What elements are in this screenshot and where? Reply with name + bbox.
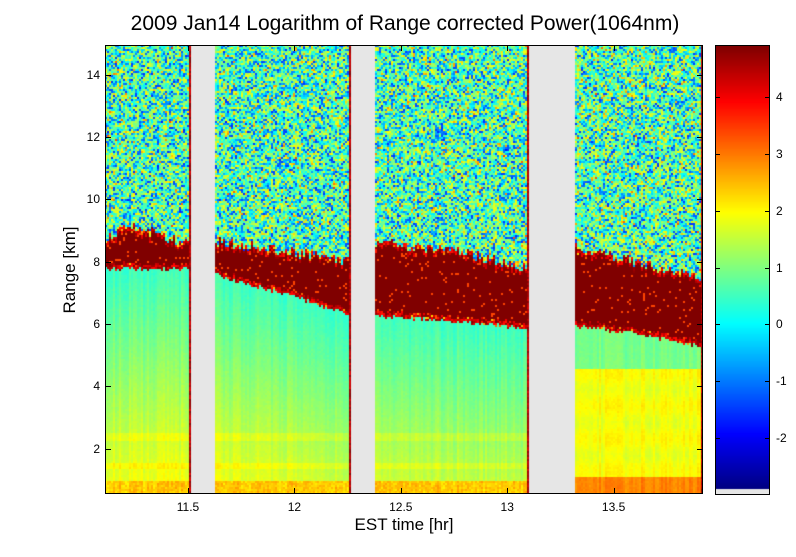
y-tick-label: 12 bbox=[86, 129, 100, 144]
colorbar-tick-mark bbox=[765, 97, 769, 99]
y-tick-label: 2 bbox=[93, 441, 100, 456]
colorbar-tick-mark bbox=[765, 267, 769, 269]
colorbar-tick-mark bbox=[716, 153, 720, 155]
x-tick-label: 12.5 bbox=[389, 500, 413, 514]
colorbar-tick-mark bbox=[765, 437, 769, 439]
y-tick-mark bbox=[697, 386, 702, 388]
colorbar-tick-mark bbox=[716, 381, 720, 383]
colorbar-tick-label: -2 bbox=[776, 430, 787, 445]
colorbar-tick-label: 3 bbox=[776, 146, 783, 161]
heatmap-field bbox=[105, 45, 703, 494]
y-tick-label: 6 bbox=[93, 317, 100, 332]
y-tick-label: 8 bbox=[93, 254, 100, 269]
y-axis-label: Range [km] bbox=[60, 226, 79, 314]
y-tick-mark bbox=[697, 74, 702, 76]
colorbar-tick-label: -1 bbox=[776, 374, 787, 389]
chart-title: 2009 Jan14 Logarithm of Range corrected … bbox=[130, 12, 680, 35]
y-tick-mark bbox=[106, 261, 111, 263]
y-tick-mark bbox=[697, 136, 702, 138]
y-tick-mark bbox=[106, 199, 111, 201]
colorbar-tick-mark bbox=[765, 210, 769, 212]
plot-area bbox=[105, 45, 703, 494]
colorbar-tick-mark bbox=[716, 324, 720, 326]
y-tick-label: 14 bbox=[86, 67, 100, 82]
x-tick-mark bbox=[613, 46, 615, 51]
y-tick-mark bbox=[697, 261, 702, 263]
x-tick-label: 11.5 bbox=[176, 500, 200, 514]
colorbar-tick-mark bbox=[716, 267, 720, 269]
colorbar-tick-mark bbox=[716, 437, 720, 439]
x-tick-mark bbox=[400, 488, 402, 493]
x-tick-label: 12 bbox=[287, 500, 302, 514]
y-tick-mark bbox=[106, 324, 111, 326]
y-tick-mark bbox=[697, 448, 702, 450]
x-tick-mark bbox=[187, 488, 189, 493]
colorbar-tick-mark bbox=[716, 97, 720, 99]
colorbar bbox=[715, 45, 770, 495]
x-tick-mark bbox=[507, 46, 509, 51]
y-tick-label: 4 bbox=[93, 379, 100, 394]
x-tick-label: 13.5 bbox=[601, 500, 626, 514]
y-tick-mark bbox=[106, 136, 111, 138]
x-tick-mark bbox=[294, 488, 296, 493]
colorbar-tick-mark bbox=[716, 210, 720, 212]
x-tick-label: 13 bbox=[500, 500, 514, 514]
y-tick-mark bbox=[697, 324, 702, 326]
y-tick-mark bbox=[106, 448, 111, 450]
colorbar-tick-mark bbox=[765, 381, 769, 383]
x-axis-label: EST time [hr] bbox=[354, 515, 454, 534]
x-tick-mark bbox=[613, 488, 615, 493]
y-tick-mark bbox=[106, 386, 111, 388]
x-tick-mark bbox=[400, 46, 402, 51]
colorbar-tick-label: 0 bbox=[776, 317, 783, 332]
y-tick-mark bbox=[106, 74, 111, 76]
y-tick-mark bbox=[697, 199, 702, 201]
y-tick-label: 10 bbox=[86, 192, 100, 207]
x-tick-mark bbox=[507, 488, 509, 493]
colorbar-tick-label: 2 bbox=[776, 203, 783, 218]
colorbar-gradient bbox=[716, 46, 769, 494]
colorbar-tick-label: 4 bbox=[776, 90, 783, 105]
colorbar-tick-label: 1 bbox=[776, 260, 783, 275]
colorbar-tick-mark bbox=[765, 324, 769, 326]
colorbar-tick-mark bbox=[765, 153, 769, 155]
x-tick-mark bbox=[294, 46, 296, 51]
x-tick-mark bbox=[187, 46, 189, 51]
